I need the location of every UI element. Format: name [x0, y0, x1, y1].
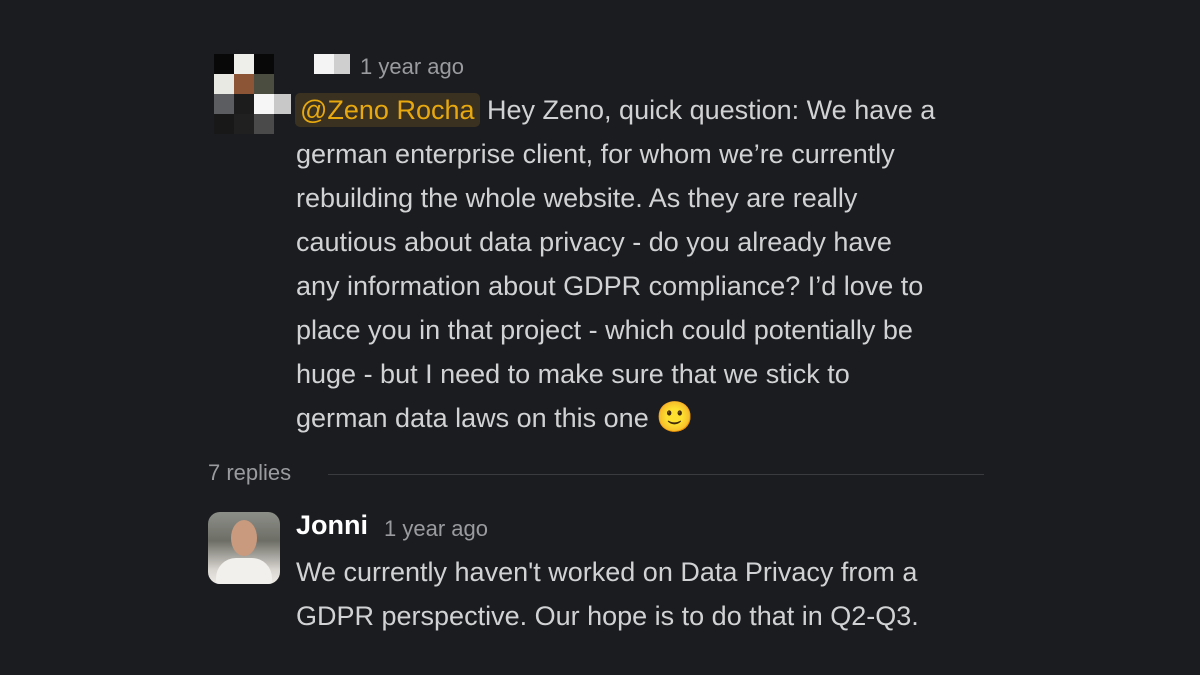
avatar-face	[231, 520, 257, 556]
jonni-avatar[interactable]	[208, 512, 280, 584]
avatar-pixel	[254, 54, 274, 74]
avatar-pixel	[234, 94, 254, 114]
reply-line: We currently haven't worked on Data Priv…	[296, 557, 918, 587]
avatar-pixel	[234, 74, 254, 94]
message-timestamp[interactable]: 1 year ago	[360, 54, 464, 79]
name-pixel	[334, 54, 350, 74]
message-line: place you in that project - which could …	[296, 315, 913, 345]
name-pixel	[314, 54, 334, 74]
avatar-pixel	[274, 94, 291, 114]
message-line: cautious about data privacy - do you alr…	[296, 227, 892, 257]
avatar-pixel	[214, 94, 234, 114]
message-line: @Zeno Rocha Hey Zeno, quick question: We…	[295, 88, 996, 132]
mention-zeno-rocha[interactable]: @Zeno Rocha	[295, 93, 480, 127]
avatar-shirt	[216, 558, 272, 584]
avatar-pixel	[234, 54, 254, 74]
avatar-pixel	[214, 54, 234, 74]
message-body: @Zeno Rocha Hey Zeno, quick question: We…	[295, 88, 996, 440]
message-line: huge - but I need to make sure that we s…	[296, 359, 850, 389]
slightly-smiling-emoji-icon: 🙂	[656, 401, 694, 434]
replies-count[interactable]: 7 replies	[208, 460, 292, 485]
message-line: rebuilding the whole website. As they ar…	[296, 183, 858, 213]
reply-author[interactable]: Jonni	[296, 510, 368, 540]
thread-divider	[328, 474, 984, 475]
avatar-pixel	[254, 94, 274, 114]
avatar-pixel	[254, 114, 274, 134]
avatar-pixel	[254, 74, 274, 94]
message-text: german data laws on this one	[296, 403, 657, 433]
message-text: Hey Zeno, quick question: We have a	[479, 95, 936, 125]
reply-line: GDPR perspective. Our hope is to do that…	[296, 601, 919, 631]
message-line: german data laws on this one 🙂	[296, 396, 996, 440]
avatar-pixel	[214, 74, 234, 94]
reply-body: We currently haven't worked on Data Priv…	[296, 550, 996, 638]
avatar-pixel	[234, 114, 254, 134]
message-line: german enterprise client, for whom we’re…	[296, 139, 895, 169]
reply-timestamp[interactable]: 1 year ago	[384, 516, 488, 541]
message-line: any information about GDPR compliance? I…	[296, 271, 924, 301]
avatar-pixel	[214, 114, 234, 134]
